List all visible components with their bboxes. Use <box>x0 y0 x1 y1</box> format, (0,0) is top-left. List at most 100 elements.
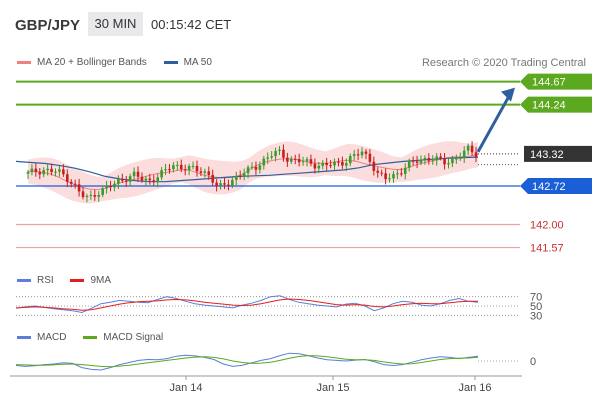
candle-body <box>282 149 285 158</box>
x-tick-label: Jan 14 <box>169 382 202 394</box>
target-label-bg-0 <box>520 73 592 90</box>
candle-body <box>199 171 203 173</box>
rsi-legend: RSI 9MA <box>17 275 125 286</box>
candle-body <box>474 152 478 157</box>
candle-body <box>258 165 262 170</box>
target-label-bg-1 <box>520 96 592 113</box>
main-legend: MA 20 + Bollinger Bands MA 50 <box>17 57 226 68</box>
candle-body <box>195 165 199 172</box>
candle-body <box>168 169 171 171</box>
candle-body <box>179 164 183 170</box>
candle-body <box>325 162 328 166</box>
candle-body <box>431 160 435 162</box>
candle-body <box>266 157 270 159</box>
candle-body <box>309 159 313 164</box>
candle-body <box>321 162 325 166</box>
candle-body <box>333 161 336 166</box>
candle-body <box>470 145 474 153</box>
candle-body <box>289 158 293 162</box>
candle-body <box>34 168 38 173</box>
candle-body <box>423 158 427 160</box>
candle-body <box>128 176 132 182</box>
candle-body <box>297 159 301 163</box>
candle-body <box>392 174 395 179</box>
candle-body <box>447 163 450 165</box>
candle-body <box>313 163 317 169</box>
candle-body <box>254 166 258 170</box>
last-price-label: 143.32 <box>530 149 564 161</box>
candle-body <box>372 161 376 171</box>
candle-body <box>348 156 352 164</box>
legend-item-bollinger: MA 20 + Bollinger Bands <box>17 57 147 68</box>
support-label-5: 141.57 <box>530 243 564 255</box>
candle-body <box>97 194 101 197</box>
candle-body <box>466 145 470 151</box>
candle-body <box>81 191 85 198</box>
clock-time: 00:15:42 CET <box>151 17 232 32</box>
legend-item-macd-signal: MACD Signal <box>83 332 163 343</box>
candle-body <box>305 159 309 162</box>
timeframe-button[interactable]: 30 MIN <box>88 12 143 36</box>
candle-body <box>415 161 419 163</box>
credit-text: Research © 2020 Trading Central <box>421 57 586 69</box>
macd-signal-line <box>15 355 479 368</box>
candle-body <box>250 166 254 168</box>
candle-body <box>403 167 407 174</box>
candle-body <box>380 172 383 174</box>
candle-body <box>223 183 226 185</box>
candle-body <box>388 178 391 180</box>
candle-body <box>451 158 454 164</box>
candle-body <box>42 170 46 175</box>
candle-body <box>227 184 230 186</box>
candle-body <box>109 185 112 188</box>
candle-body <box>215 182 218 187</box>
legend-item-ma50: MA 50 <box>163 57 212 68</box>
last-price-label-bg <box>524 145 592 162</box>
candle-body <box>136 171 140 177</box>
candle-body <box>140 176 144 181</box>
candle-body <box>105 185 108 189</box>
candle-body <box>400 173 403 175</box>
candle-body <box>124 180 128 182</box>
candle-body <box>211 174 215 183</box>
candle-body <box>262 158 266 166</box>
candle-body <box>455 158 458 160</box>
candle-body <box>50 168 53 172</box>
candle-body <box>176 164 179 166</box>
candle-body <box>337 161 340 163</box>
candle-body <box>345 163 348 166</box>
candle-body <box>462 150 466 158</box>
candle-body <box>207 171 211 175</box>
candle-body <box>156 177 159 182</box>
candle-body <box>246 167 250 174</box>
candle-body <box>203 171 207 173</box>
candle-body <box>58 169 61 172</box>
candle-body <box>293 158 297 160</box>
candle-body <box>329 165 332 167</box>
rsi-tick-30: 30 <box>530 310 542 322</box>
x-tick-label: Jan 16 <box>458 382 491 394</box>
symbol-title: GBP/JPY <box>15 17 81 34</box>
candle-body <box>26 172 30 174</box>
candle-body <box>89 195 93 197</box>
candle-body <box>93 195 97 197</box>
candle-body <box>360 151 364 156</box>
candle-body <box>121 178 124 181</box>
rsi-ma-line <box>15 298 478 311</box>
candle-body <box>187 166 191 171</box>
candle-body <box>419 159 423 163</box>
candle-body <box>427 158 431 161</box>
candle-body <box>77 184 81 192</box>
candle-body <box>231 179 234 186</box>
projection-arrow-head <box>501 87 515 102</box>
candle-body <box>407 160 411 168</box>
rsi-tick-50: 50 <box>530 301 542 313</box>
candle-body <box>458 157 462 159</box>
candle-body <box>219 183 222 187</box>
candle-body <box>54 171 57 173</box>
candle-body <box>286 157 289 162</box>
candle-body <box>191 165 195 167</box>
candle-body <box>164 169 167 171</box>
rsi-tick-70: 70 <box>530 292 542 304</box>
